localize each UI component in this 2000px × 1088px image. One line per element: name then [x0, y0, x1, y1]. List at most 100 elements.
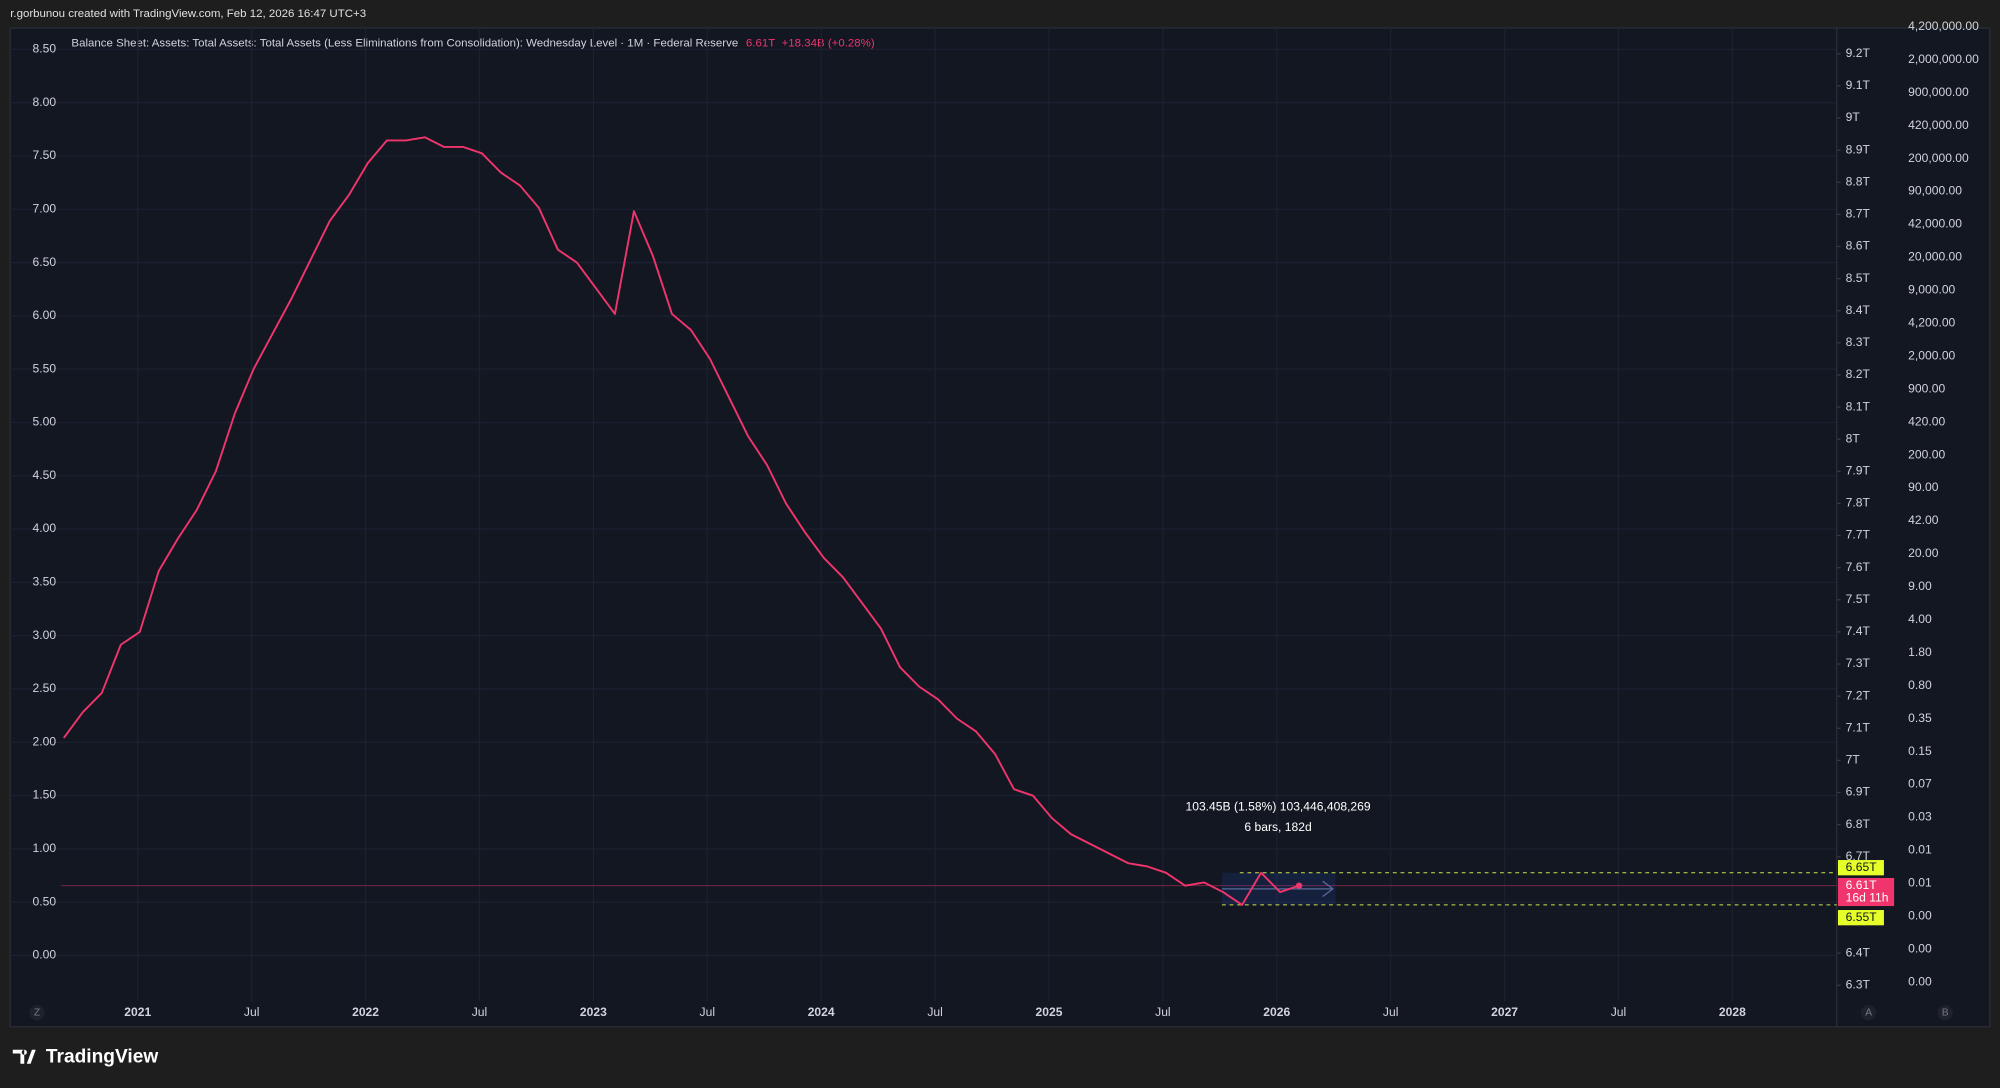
last-value: 6.61T [746, 37, 775, 49]
y-tick-label: 7.2T [1846, 688, 1871, 702]
series-line [63, 136, 1300, 906]
y2-tick-label: 4.50 [33, 468, 57, 482]
y-tick-label: 7.1T [1846, 720, 1871, 734]
y-tick-label: 7.9T [1846, 464, 1871, 478]
price-tag [1838, 877, 1895, 907]
y-tick-label: 8.3T [1846, 335, 1871, 349]
y-tick-label: 6.9T [1846, 785, 1871, 799]
y-tick-label: 6.7T [1846, 849, 1871, 863]
y-tick-label: 9.2T [1846, 46, 1871, 60]
corner-button [1860, 1005, 1877, 1021]
y-tick-label: 8.6T [1846, 239, 1871, 253]
y2-tick-label: 1.50 [33, 788, 57, 802]
y2-tick-label: 6.00 [33, 308, 57, 322]
log-scale-label: 0.01 [1908, 843, 1932, 857]
log-scale-label: 900.00 [1908, 381, 1945, 395]
log-scale-label: 1.80 [1908, 645, 1932, 659]
log-scale-label: 200,000.00 [1908, 151, 1969, 165]
x-tick-label: Jul [1611, 1005, 1626, 1019]
log-scale-label: 42.00 [1908, 513, 1939, 527]
logo-icon [12, 1049, 36, 1064]
measure-label: 103.45B (1.58%) 103,446,408,269 [1185, 800, 1370, 814]
y-tick-label: 7.7T [1846, 528, 1871, 542]
y2-tick-label: 5.00 [33, 415, 57, 429]
last-point [1295, 882, 1303, 889]
corner-button [29, 1005, 45, 1021]
y2-tick-label: 0.50 [33, 894, 57, 908]
y-tick-label: 6.8T [1846, 817, 1871, 831]
x-tick-label: 2024 [808, 1005, 835, 1019]
header: r.gorbunou created with TradingView.com,… [10, 8, 366, 20]
price-tag [1838, 910, 1884, 926]
logo: TradingView [12, 1046, 158, 1067]
log-scale-label: 4.00 [1908, 612, 1932, 626]
log-scale-label: 200.00 [1908, 447, 1945, 461]
y2-tick-label: 1.00 [33, 841, 57, 855]
x-tick-label: 2021 [124, 1005, 151, 1019]
log-scale-label: 20.00 [1908, 546, 1939, 560]
x-tick-label: 2022 [352, 1005, 379, 1019]
x-tick-label: Jul [244, 1005, 259, 1019]
x-tick-label: Jul [1155, 1005, 1170, 1019]
y2-tick-label: 6.50 [33, 255, 57, 269]
log-scale-label: 0.00 [1908, 974, 1932, 988]
x-tick-label: 2023 [580, 1005, 607, 1019]
y-tick-label: 8.5T [1846, 271, 1871, 285]
log-scale-label: 42,000.00 [1908, 217, 1962, 231]
y-tick-label: 9.1T [1846, 78, 1871, 92]
log-scale-label: 0.03 [1908, 810, 1932, 824]
price-tag-label: 6.61T [1846, 878, 1878, 892]
y-tick-label: 7.6T [1846, 560, 1871, 574]
x-tick-label: Jul [1383, 1005, 1398, 1019]
log-scale-label: 0.15 [1908, 744, 1932, 758]
y-tick-label: 7.4T [1846, 624, 1871, 638]
y-tick-label: 6.3T [1846, 977, 1871, 991]
countdown: 16d 11h [1846, 891, 1889, 905]
log-scale-label: 0.00 [1908, 909, 1932, 923]
log-scale-label: 0.80 [1908, 678, 1932, 692]
log-scale-label: 4,200.00 [1908, 316, 1955, 330]
y-tick-label: 8.9T [1846, 142, 1871, 156]
log-scale-label: 4,200,000.00 [1908, 19, 1979, 33]
log-scale-label: 420.00 [1908, 414, 1945, 428]
y2-tick-label: 2.50 [33, 681, 57, 695]
log-scale-label: 90.00 [1908, 480, 1939, 494]
y2-tick-label: 2.00 [33, 734, 57, 748]
y2-tick-label: 8.00 [33, 95, 57, 109]
y2-tick-label: 0.00 [33, 948, 57, 962]
x-tick-label: 2026 [1263, 1005, 1290, 1019]
x-tick-label: 2028 [1719, 1005, 1746, 1019]
y-tick-label: 8.2T [1846, 367, 1871, 381]
y2-tick-label: 5.50 [33, 361, 57, 375]
y2-tick-label: 8.50 [33, 42, 57, 56]
y2-tick-label: 3.50 [33, 575, 57, 589]
x-tick-label: 2025 [1036, 1005, 1063, 1019]
log-scale-label: 20,000.00 [1908, 250, 1962, 264]
y-tick-label: 8T [1846, 431, 1861, 445]
log-scale-label: 2,000.00 [1908, 348, 1955, 362]
log-scale-label: 9.00 [1908, 579, 1932, 593]
y-tick-label: 6.4T [1846, 945, 1871, 959]
y-tick-label: 7.5T [1846, 592, 1871, 606]
log-scale-label: 0.00 [1908, 941, 1932, 955]
y2-tick-label: 3.00 [33, 628, 57, 642]
y-tick-label: 9T [1846, 110, 1861, 124]
y-tick-label: 8.4T [1846, 303, 1871, 317]
y-tick-label: 8.1T [1846, 399, 1871, 413]
price-tag-label: 6.65T [1846, 860, 1878, 874]
corner-button-label: Z [34, 1007, 40, 1018]
price-tag-label: 6.55T [1846, 910, 1878, 924]
y-tick-label: 7.8T [1846, 496, 1871, 510]
y2-tick-label: 7.50 [33, 148, 57, 162]
corner-button-label: A [1865, 1007, 1872, 1018]
log-scale-label: 900,000.00 [1908, 85, 1969, 99]
log-scale-label: 420,000.00 [1908, 118, 1969, 132]
y-tick-label: 8.7T [1846, 207, 1871, 221]
y-tick-label: 7T [1846, 753, 1861, 767]
brand: TradingView [46, 1046, 158, 1067]
log-scale-label: 9,000.00 [1908, 283, 1955, 297]
chart-title: Balance Sheet: Assets: Total Assets: Tot… [71, 37, 738, 49]
corner-button-label: B [1942, 1007, 1949, 1018]
